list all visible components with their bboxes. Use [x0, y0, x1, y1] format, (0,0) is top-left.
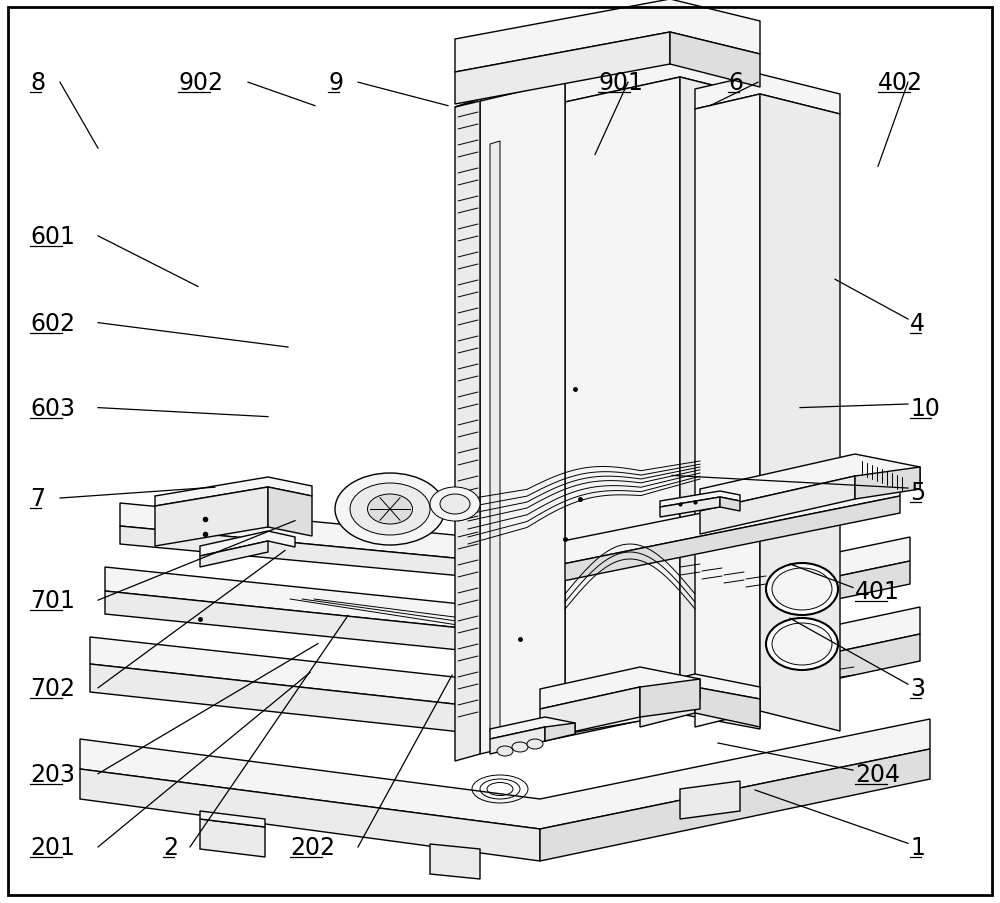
Polygon shape	[430, 844, 480, 879]
Polygon shape	[480, 79, 565, 754]
Text: 902: 902	[178, 71, 223, 95]
Text: 401: 401	[855, 580, 900, 603]
Polygon shape	[90, 608, 920, 714]
Polygon shape	[80, 769, 540, 861]
Text: 603: 603	[30, 396, 75, 420]
Polygon shape	[105, 591, 548, 659]
Text: 601: 601	[30, 225, 75, 248]
Text: 402: 402	[878, 71, 923, 95]
Polygon shape	[200, 542, 268, 567]
Ellipse shape	[350, 483, 430, 535]
Polygon shape	[760, 95, 840, 731]
Text: 8: 8	[30, 71, 45, 95]
Polygon shape	[720, 498, 740, 511]
Ellipse shape	[368, 495, 413, 525]
Text: 7: 7	[30, 487, 45, 510]
Polygon shape	[700, 477, 855, 535]
Polygon shape	[660, 491, 740, 507]
Polygon shape	[90, 665, 545, 741]
Text: 6: 6	[728, 71, 743, 95]
Polygon shape	[855, 468, 920, 499]
Polygon shape	[640, 675, 760, 699]
Polygon shape	[565, 78, 680, 734]
Polygon shape	[680, 781, 740, 819]
Polygon shape	[640, 679, 700, 717]
Polygon shape	[105, 537, 910, 638]
Polygon shape	[540, 667, 700, 709]
Ellipse shape	[772, 568, 832, 610]
Polygon shape	[680, 78, 760, 730]
Polygon shape	[540, 687, 640, 740]
Text: 4: 4	[910, 312, 925, 335]
Polygon shape	[490, 717, 575, 740]
Text: 10: 10	[910, 396, 940, 420]
Polygon shape	[200, 811, 265, 827]
Polygon shape	[455, 79, 565, 107]
Polygon shape	[700, 454, 920, 511]
Polygon shape	[455, 100, 480, 761]
Text: 2: 2	[163, 835, 178, 859]
Polygon shape	[545, 723, 575, 741]
Ellipse shape	[335, 473, 445, 545]
Text: 901: 901	[598, 71, 643, 95]
Text: 5: 5	[910, 480, 925, 504]
Polygon shape	[455, 33, 670, 105]
Polygon shape	[120, 526, 548, 584]
Polygon shape	[490, 727, 545, 754]
Polygon shape	[695, 95, 760, 727]
Polygon shape	[640, 687, 695, 727]
Ellipse shape	[440, 495, 470, 515]
Text: 3: 3	[910, 676, 925, 700]
Polygon shape	[490, 142, 500, 732]
Polygon shape	[155, 478, 312, 507]
Polygon shape	[200, 531, 295, 556]
Ellipse shape	[512, 742, 528, 752]
Ellipse shape	[772, 623, 832, 666]
Text: 701: 701	[30, 589, 75, 612]
Polygon shape	[548, 562, 910, 659]
Polygon shape	[455, 0, 760, 73]
Polygon shape	[695, 687, 760, 727]
Text: 201: 201	[30, 835, 75, 859]
Text: 602: 602	[30, 312, 75, 335]
Polygon shape	[80, 719, 930, 829]
Polygon shape	[545, 634, 920, 741]
Polygon shape	[120, 473, 900, 567]
Polygon shape	[565, 55, 760, 103]
Ellipse shape	[430, 488, 480, 521]
Ellipse shape	[527, 740, 543, 749]
Polygon shape	[548, 497, 900, 584]
Ellipse shape	[766, 563, 838, 615]
Polygon shape	[200, 819, 265, 857]
Text: 203: 203	[30, 762, 75, 786]
Polygon shape	[670, 33, 760, 88]
Polygon shape	[695, 75, 840, 115]
Polygon shape	[155, 488, 268, 546]
Text: 202: 202	[290, 835, 335, 859]
Text: 204: 204	[855, 762, 900, 786]
Ellipse shape	[766, 619, 838, 670]
Polygon shape	[660, 498, 720, 517]
Text: 1: 1	[910, 835, 925, 859]
Polygon shape	[540, 749, 930, 861]
Text: 702: 702	[30, 676, 75, 700]
Text: 9: 9	[328, 71, 343, 95]
Polygon shape	[268, 488, 312, 536]
Ellipse shape	[497, 746, 513, 756]
